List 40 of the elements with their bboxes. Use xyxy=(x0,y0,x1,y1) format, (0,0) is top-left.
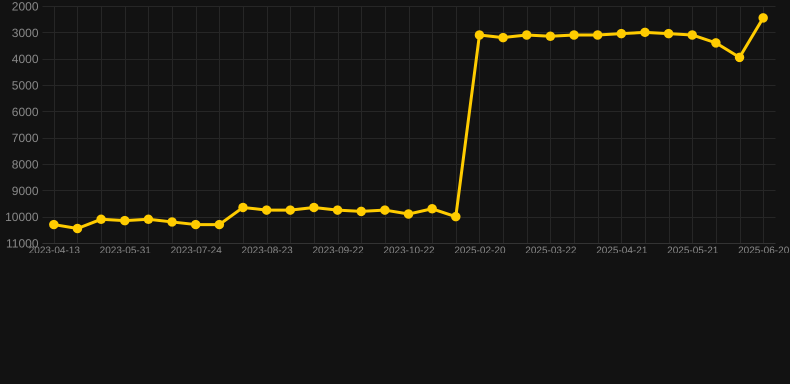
point xyxy=(451,212,461,222)
point xyxy=(356,206,366,216)
y-tick-label: 6000 xyxy=(12,104,39,119)
point xyxy=(546,32,556,42)
point xyxy=(664,28,674,38)
y-tick-label: 9000 xyxy=(12,184,39,198)
point xyxy=(144,214,154,224)
point xyxy=(309,202,319,212)
point xyxy=(758,13,768,23)
point xyxy=(427,204,437,214)
point xyxy=(474,30,484,40)
point xyxy=(332,205,342,215)
y-tick-label: 3000 xyxy=(12,26,39,40)
point xyxy=(214,220,224,230)
y-tick-label: 7000 xyxy=(12,131,39,146)
point xyxy=(640,28,650,38)
point xyxy=(96,214,106,224)
point xyxy=(498,32,508,42)
point xyxy=(592,30,602,40)
point xyxy=(404,209,414,219)
point xyxy=(286,205,296,215)
point xyxy=(616,28,626,38)
point xyxy=(167,217,177,227)
y-tick-label: 4000 xyxy=(12,52,39,66)
point xyxy=(711,38,721,48)
y-tick-label: 2000 xyxy=(12,0,39,14)
point xyxy=(380,205,390,215)
point xyxy=(238,202,248,212)
point xyxy=(522,30,532,40)
point xyxy=(569,30,579,40)
point xyxy=(734,52,744,62)
y-tick-label: 5000 xyxy=(12,78,39,92)
point xyxy=(120,216,130,226)
y-tick-label: 10000 xyxy=(5,210,39,224)
y-tick-label: 8000 xyxy=(12,158,39,172)
point xyxy=(190,220,200,230)
point xyxy=(72,224,82,234)
point xyxy=(262,205,272,215)
point xyxy=(49,220,59,230)
point xyxy=(688,30,697,40)
